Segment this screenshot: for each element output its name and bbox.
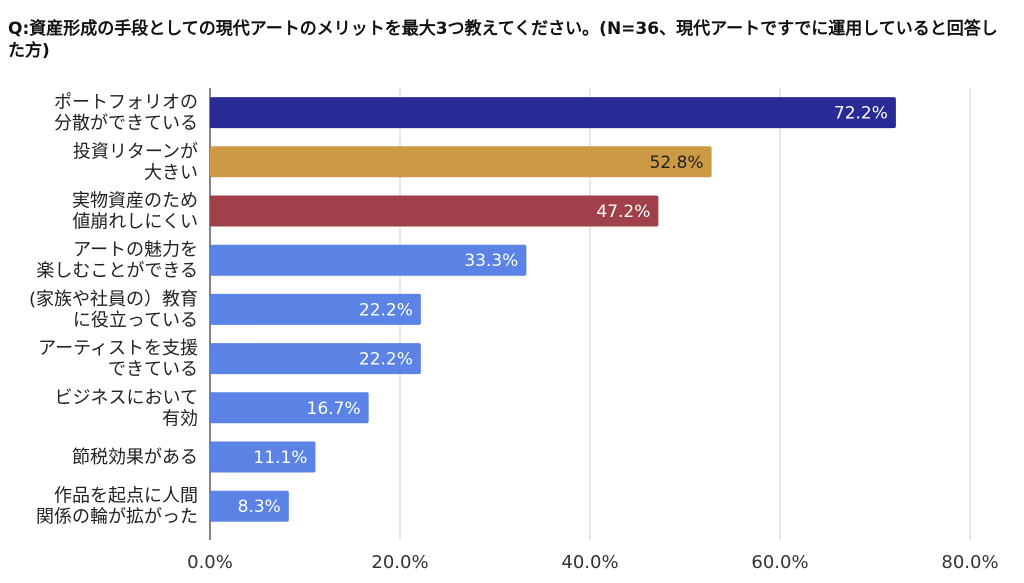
data-label: 47.2% (596, 202, 650, 222)
x-tick-label: 0.0% (187, 552, 233, 573)
bar (210, 392, 369, 424)
category-label-line: ポートフォリオの (54, 92, 198, 113)
x-tick-label: 20.0% (371, 552, 428, 573)
category-label-line: できている (108, 359, 198, 380)
category-label-line: 関係の輪が拡がった (36, 507, 198, 528)
data-label: 11.1% (253, 448, 307, 468)
x-tick-label: 40.0% (561, 552, 618, 573)
bar (210, 293, 421, 325)
category-label-line: 実物資産のため (72, 191, 198, 212)
data-label: 72.2% (834, 104, 888, 124)
category-label: ビジネスにおいて有効 (55, 387, 198, 429)
category-label-line: 大きい (144, 162, 198, 183)
x-tick-label: 80.0% (941, 552, 998, 573)
category-label-line: 楽しむことができる (36, 261, 198, 282)
category-label-line: に役立っている (73, 310, 198, 331)
bar (210, 146, 712, 178)
category-label: (家族や社員の）教育に役立っている (29, 289, 198, 331)
bar (210, 97, 896, 129)
bar (210, 441, 316, 473)
data-label: 33.3% (464, 251, 518, 271)
data-label: 52.8% (650, 153, 704, 173)
bar (210, 343, 421, 375)
data-label: 22.2% (359, 350, 413, 370)
category-label: アーティストを支援できている (38, 338, 198, 380)
category-label-line: 有効 (162, 408, 198, 429)
data-label: 22.2% (359, 300, 413, 320)
category-label-line: 節税効果がある (72, 447, 198, 468)
category-label-line: (家族や社員の）教育 (29, 289, 198, 310)
category-label-line: 投資リターンが (73, 141, 198, 162)
category-label-line: 分散ができている (54, 113, 198, 134)
category-label: 投資リターンが大きい (73, 141, 198, 183)
bar (210, 195, 659, 227)
category-label: アートの魅力を楽しむことができる (36, 240, 198, 282)
category-label: 節税効果がある (72, 447, 198, 468)
bar (210, 490, 289, 522)
category-label-line: アートの魅力を (73, 240, 198, 261)
bar (210, 244, 527, 276)
data-label: 8.3% (238, 497, 281, 517)
category-label-line: 作品を起点に人間 (54, 486, 198, 507)
category-label-line: ビジネスにおいて (55, 387, 198, 408)
x-tick-label: 60.0% (751, 552, 808, 573)
category-label-line: 値崩れしにくい (72, 212, 198, 233)
chart-title: Q:資産形成の手段としての現代アートのメリットを最大3つ教えてください。(N=3… (8, 19, 998, 61)
category-label: 作品を起点に人間関係の輪が拡がった (36, 486, 198, 528)
data-label: 16.7% (307, 399, 361, 419)
category-label: ポートフォリオの分散ができている (54, 92, 198, 134)
category-label: 実物資産のため値崩れしにくい (72, 191, 198, 233)
category-label-line: アーティストを支援 (38, 338, 198, 359)
